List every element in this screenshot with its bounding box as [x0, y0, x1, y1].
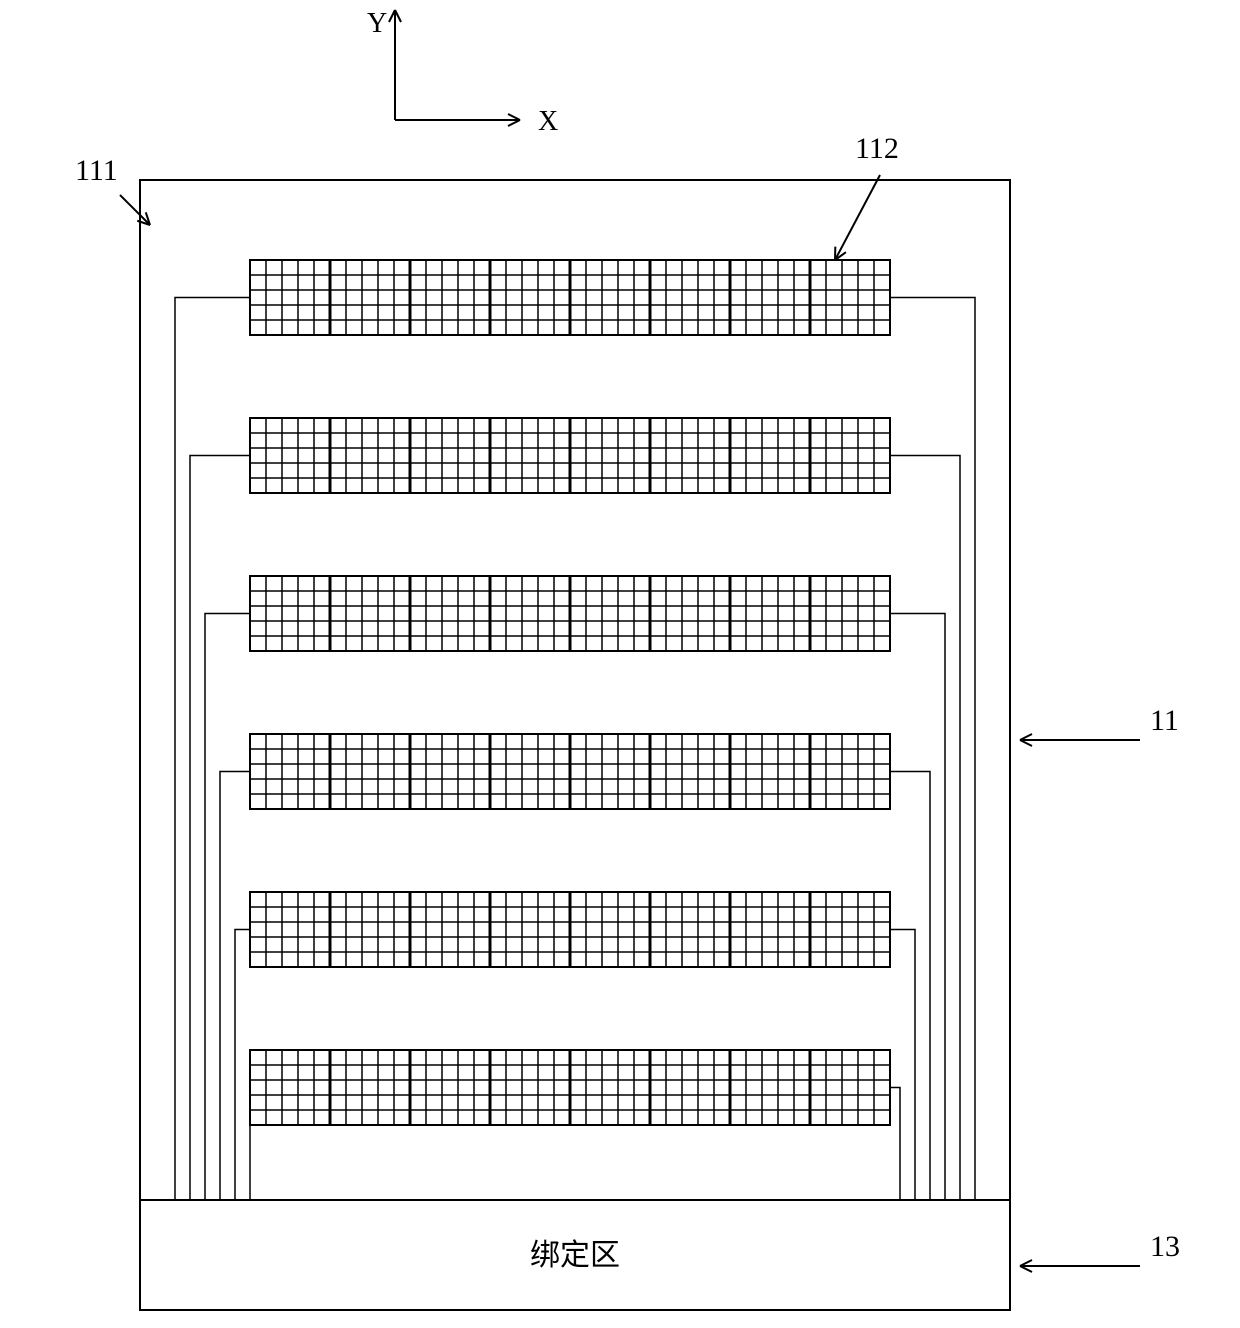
axis-indicator: YX — [367, 8, 558, 137]
trace-left — [175, 298, 250, 1201]
trace-right — [890, 298, 975, 1201]
electrode-bar — [250, 734, 890, 809]
trace-right — [890, 1088, 900, 1201]
callout-13: 13 — [1020, 1230, 1180, 1266]
electrode-bar — [250, 1050, 890, 1125]
touch-panel-diagram: YX绑定区1111121113 — [0, 0, 1240, 1328]
callout-label: 112 — [855, 132, 899, 165]
trace-right — [890, 772, 930, 1201]
callout-11: 11 — [1020, 704, 1179, 740]
callout-label: 13 — [1150, 1230, 1180, 1263]
electrode-bar — [250, 892, 890, 967]
trace-left — [205, 614, 250, 1201]
callout-label: 111 — [75, 154, 118, 187]
trace-left — [235, 930, 250, 1201]
axis-x-label: X — [538, 106, 558, 137]
electrode-bar — [250, 260, 890, 335]
panel-outline — [140, 180, 1010, 1310]
axis-y-label: Y — [367, 8, 387, 39]
callout-112: 112 — [835, 132, 899, 260]
callout-label: 11 — [1150, 704, 1179, 737]
trace-right — [890, 614, 945, 1201]
trace-right — [890, 930, 915, 1201]
electrode-bar — [250, 418, 890, 493]
binding-zone-label: 绑定区 — [530, 1239, 620, 1272]
callout-111: 111 — [75, 154, 150, 225]
electrode-bar — [250, 576, 890, 651]
